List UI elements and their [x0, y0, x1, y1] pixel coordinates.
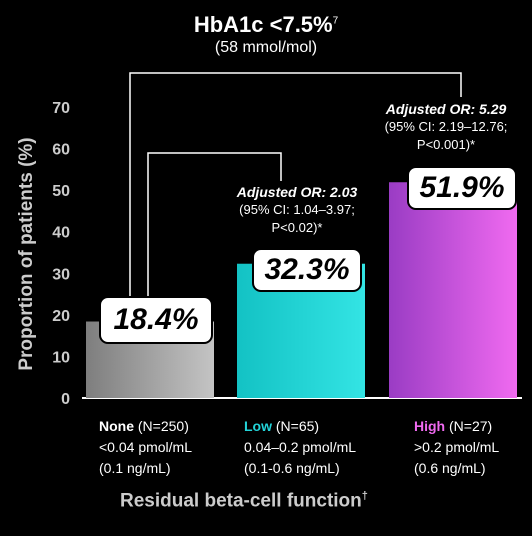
category-label-none: None (N=250) <0.04 pmol/mL (0.1 ng/mL)	[99, 416, 192, 479]
category-label-low: Low (N=65) 0.04–0.2 pmol/mL (0.1-0.6 ng/…	[244, 416, 356, 479]
category-n: (N=250)	[137, 418, 189, 434]
annotation-or-low: Adjusted OR: 2.03 (95% CI: 1.04–3.97; P<…	[222, 183, 372, 237]
comparison-bracket-low	[147, 152, 282, 296]
y-tick-label: 20	[52, 308, 70, 325]
y-axis-label: Proportion of patients (%)	[16, 137, 37, 371]
category-label-high: High (N=27) >0.2 pmol/mL (0.6 ng/mL)	[414, 416, 499, 479]
chart-title: HbA1c <7.5%7	[0, 12, 532, 38]
category-name: Low	[244, 418, 272, 434]
annotation-ci: (95% CI: 1.04–3.97;	[239, 202, 355, 217]
y-tick-label: 60	[52, 142, 70, 159]
category-n: (N=65)	[275, 418, 320, 434]
bar-high	[389, 182, 517, 398]
category-n: (N=27)	[449, 418, 493, 434]
comparison-bracket-high	[129, 72, 462, 296]
y-tick-label: 0	[61, 391, 70, 408]
category-range: 0.04–0.2 pmol/mL	[244, 439, 357, 455]
category-range-ng: (0.6 ng/mL)	[414, 460, 486, 476]
y-tick-label: 10	[52, 349, 70, 366]
category-range: <0.04 pmol/mL	[99, 439, 192, 455]
x-axis-label: Residual beta-cell function†	[120, 490, 368, 512]
annotation-title: Adjusted OR: 2.03	[236, 184, 358, 200]
annotation-or-high: Adjusted OR: 5.29 (95% CI: 2.19–12.76; P…	[366, 100, 526, 154]
y-tick-label: 70	[52, 100, 70, 117]
annotation-ci: (95% CI: 2.19–12.76;	[384, 119, 508, 134]
y-tick-label: 30	[52, 266, 70, 283]
value-label-high: 51.9%	[407, 166, 517, 210]
title-footnote-marker: 7	[332, 15, 339, 27]
category-range: >0.2 pmol/mL	[414, 439, 500, 455]
chart-subtitle: (58 mmol/mol)	[214, 39, 318, 56]
y-tick-label: 40	[52, 225, 70, 242]
category-name: None	[99, 418, 134, 434]
chart-title-text: HbA1c <7.5%	[193, 12, 333, 37]
y-tick-label: 50	[52, 183, 70, 200]
category-range-ng: (0.1 ng/mL)	[99, 460, 171, 476]
annotation-p: P<0.001)*	[416, 137, 476, 152]
category-name: High	[414, 418, 446, 434]
annotation-p: P<0.02)*	[271, 220, 323, 235]
annotation-title: Adjusted OR: 5.29	[385, 101, 507, 117]
value-label-low: 32.3%	[252, 248, 362, 292]
x-axis-label-text: Residual beta-cell function	[120, 490, 362, 512]
value-label-none: 18.4%	[99, 296, 213, 344]
x-axis-footnote-marker: †	[361, 490, 368, 502]
category-range-ng: (0.1-0.6 ng/mL)	[244, 460, 340, 476]
